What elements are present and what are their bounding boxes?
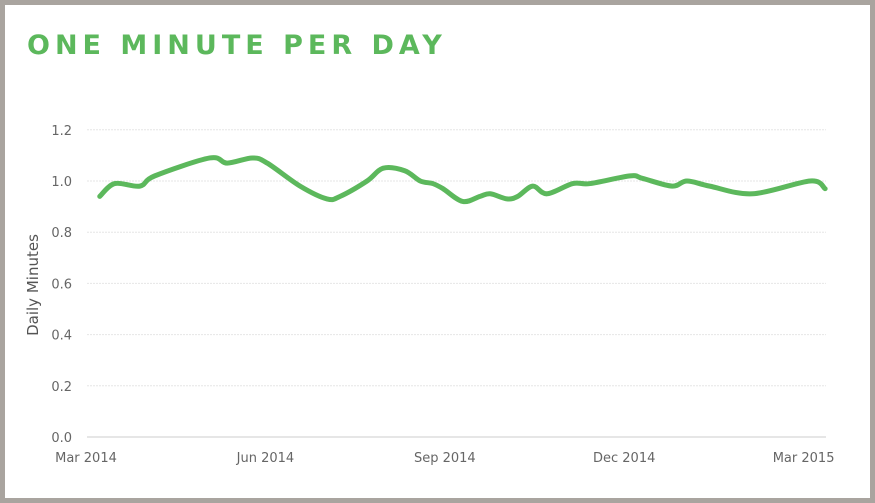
- y-tick-label: 1.0: [51, 175, 72, 190]
- chart-title: ONE MINUTE PER DAY: [27, 30, 447, 61]
- x-tick-label: Mar 2014: [55, 451, 117, 466]
- x-tick-label: Mar 2015: [773, 451, 835, 466]
- y-tick-label: 0.0: [51, 431, 72, 446]
- y-tick-label: 0.8: [51, 226, 72, 241]
- y-tick-label: 0.2: [51, 380, 72, 395]
- y-tick-label: 0.4: [51, 329, 72, 344]
- x-tick-label: Dec 2014: [593, 451, 655, 466]
- y-tick-label: 1.2: [51, 124, 72, 139]
- series-line: [97, 155, 828, 205]
- x-tick-label: Jun 2014: [236, 451, 295, 466]
- x-tick-label: Sep 2014: [414, 451, 476, 466]
- y-tick-label: 0.6: [51, 277, 72, 292]
- y-axis-label: Daily Minutes: [24, 234, 42, 336]
